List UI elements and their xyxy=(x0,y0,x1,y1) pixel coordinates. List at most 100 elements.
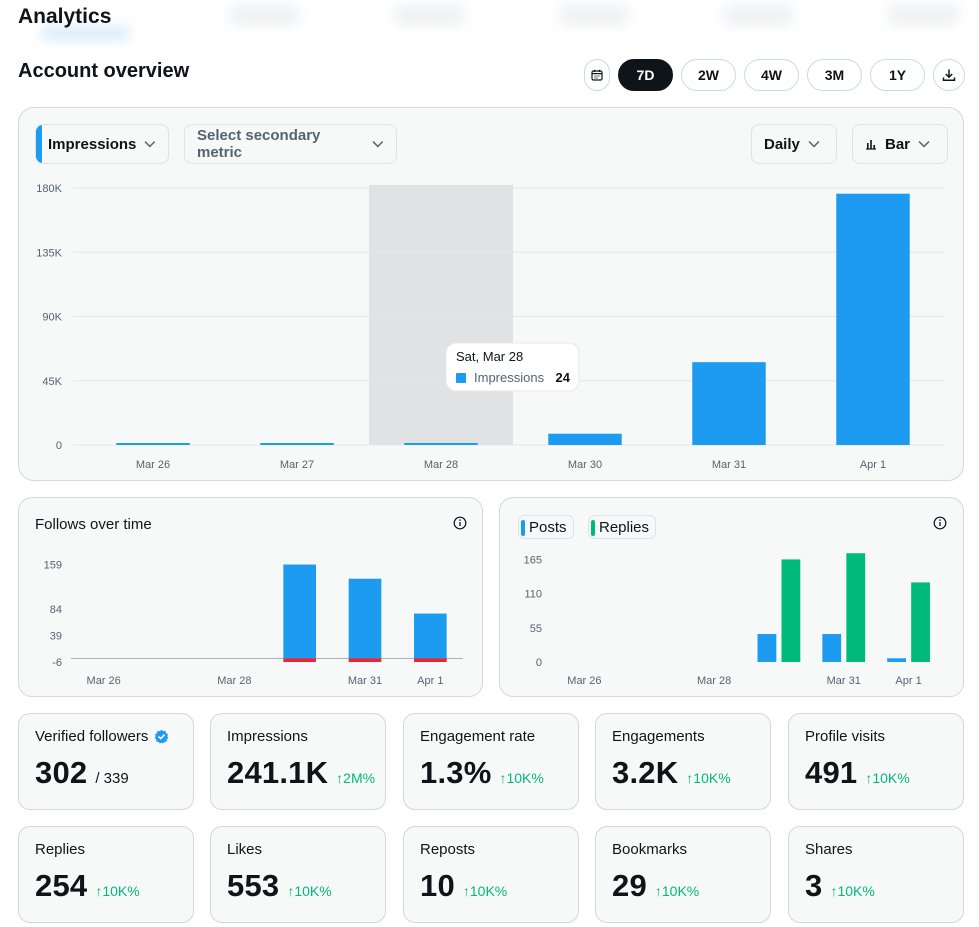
chart-type-label: Bar xyxy=(885,135,911,153)
unfollows-bar xyxy=(414,658,447,662)
x-tick-label: Mar 28 xyxy=(217,675,251,687)
download-icon xyxy=(942,69,956,82)
arrow-up-icon: ↑ xyxy=(830,883,838,899)
blurred-tab-bar xyxy=(200,0,960,40)
range-1y-button[interactable]: 1Y xyxy=(870,59,925,91)
stat-card-engagement-rate[interactable]: Engagement rate 1.3% ↑10K% xyxy=(403,713,579,810)
y-tick-label: 0 xyxy=(536,657,542,669)
stat-label: Likes xyxy=(227,841,369,858)
x-tick-label: Mar 31 xyxy=(827,675,861,687)
arrow-up-icon: ↑ xyxy=(336,770,344,786)
stat-value-row: 1.3% ↑10K% xyxy=(420,755,562,791)
stat-value-row: 3 ↑10K% xyxy=(805,868,947,904)
stat-label: Profile visits xyxy=(805,728,947,745)
stat-value: 553 xyxy=(227,868,280,903)
stat-card-engagements[interactable]: Engagements 3.2K ↑10K% xyxy=(595,713,771,810)
x-tick-label: Mar 27 xyxy=(280,459,314,471)
stat-delta: ↑10K% xyxy=(655,883,699,899)
stat-delta: ↑10K% xyxy=(830,883,874,899)
arrow-up-icon: ↑ xyxy=(499,770,507,786)
info-icon[interactable] xyxy=(453,516,467,530)
legend-posts-swatch xyxy=(521,520,525,536)
tooltip-value: 24 xyxy=(556,370,571,385)
y-tick-label: 110 xyxy=(524,589,542,601)
posts-replies-chart-panel: Posts Replies 0 55 110 165 Mar 26 Mar 28 Mar 3… xyxy=(499,497,964,697)
x-tick-label: Mar 30 xyxy=(568,459,602,471)
section-title: Account overview xyxy=(18,60,190,82)
arrow-up-icon: ↑ xyxy=(654,883,662,899)
chevron-down-icon xyxy=(918,140,930,148)
stat-value-row: 302 / 339 xyxy=(35,755,177,791)
stat-card-impressions[interactable]: Impressions 241.1K ↑2M% xyxy=(210,713,386,810)
download-button[interactable] xyxy=(933,59,965,91)
stat-label: Verified followers xyxy=(35,728,177,745)
replies-bar xyxy=(846,553,866,662)
blurred-tab xyxy=(887,4,960,26)
replies-bar xyxy=(911,582,930,662)
info-icon[interactable] xyxy=(933,516,947,530)
stat-label: Engagement rate xyxy=(420,728,562,745)
x-tick-label: Mar 28 xyxy=(424,459,458,471)
follows-bar xyxy=(348,578,382,659)
stat-label: Replies xyxy=(35,841,177,858)
stat-label-text: Engagements xyxy=(612,728,705,745)
stat-card-replies[interactable]: Replies 254 ↑10K% xyxy=(18,826,194,923)
blurred-tab xyxy=(722,4,796,26)
stat-card-verified-followers[interactable]: Verified followers 302 / 339 xyxy=(18,713,194,810)
tooltip-metric: Impressions xyxy=(474,370,545,385)
stat-delta: ↑10K% xyxy=(463,883,507,899)
stat-label-text: Engagement rate xyxy=(420,728,536,745)
replies-bar xyxy=(781,559,801,662)
range-7d-button[interactable]: 7D xyxy=(618,59,673,91)
granularity-label: Daily xyxy=(764,135,800,153)
stat-card-reposts[interactable]: Reposts 10 ↑10K% xyxy=(403,826,579,923)
stat-delta-text: 10K% xyxy=(294,883,332,899)
impressions-bar-chart[interactable]: 0 45K 90K 135K 180K Mar 26 Mar 27 Mar 28 Mar 30 M… xyxy=(19,108,963,480)
unfollows-bar xyxy=(348,658,382,662)
stat-card-profile-visits[interactable]: Profile visits 491 ↑10K% xyxy=(788,713,964,810)
stat-delta-text: 10K% xyxy=(506,770,544,786)
chart-tooltip: Sat, Mar 28 Impressions 24 xyxy=(445,342,580,392)
x-tick-label: Mar 28 xyxy=(697,675,731,687)
chevron-down-icon xyxy=(144,141,156,148)
range-3m-button[interactable]: 3M xyxy=(807,59,862,91)
primary-metric-dropdown[interactable]: Impressions xyxy=(35,124,169,164)
x-tick-label: Apr 1 xyxy=(417,675,443,687)
follows-bar xyxy=(414,613,447,659)
impressions-bar xyxy=(404,443,478,445)
follows-bar-chart[interactable]: -6 39 84 159 Mar 26 Mar 28 Mar 31 Apr 1 xyxy=(19,498,482,696)
granularity-dropdown[interactable]: Daily xyxy=(751,124,837,164)
stat-card-shares[interactable]: Shares 3 ↑10K% xyxy=(788,826,964,923)
y-tick-label: 0 xyxy=(56,440,62,452)
stat-value-row: 254 ↑10K% xyxy=(35,868,177,904)
primary-metric-label: Impressions xyxy=(48,135,137,153)
y-tick-label: -6 xyxy=(52,657,62,669)
stat-label: Bookmarks xyxy=(612,841,754,858)
impressions-bar xyxy=(836,193,910,445)
stat-delta: ↑10K% xyxy=(95,883,139,899)
stat-card-likes[interactable]: Likes 553 ↑10K% xyxy=(210,826,386,923)
stat-card-bookmarks[interactable]: Bookmarks 29 ↑10K% xyxy=(595,826,771,923)
stat-label-text: Bookmarks xyxy=(612,841,688,858)
legend-replies[interactable]: Replies xyxy=(588,515,657,539)
legend-posts[interactable]: Posts xyxy=(518,515,574,539)
x-tick-label: Mar 26 xyxy=(87,675,121,687)
secondary-metric-dropdown[interactable]: Select secondary metric xyxy=(184,124,397,164)
y-tick-label: 55 xyxy=(530,623,542,635)
range-2w-button[interactable]: 2W xyxy=(681,59,736,91)
y-tick-label: 84 xyxy=(50,604,62,616)
blurred-tab xyxy=(228,4,301,26)
y-tick-label: 45K xyxy=(42,376,62,388)
stat-label: Reposts xyxy=(420,841,562,858)
chart-type-dropdown[interactable]: Bar xyxy=(852,124,948,164)
x-tick-label: Mar 26 xyxy=(567,675,601,687)
impressions-chart-panel: Impressions Select secondary metric Dail… xyxy=(18,107,964,481)
range-4w-button[interactable]: 4W xyxy=(744,59,799,91)
y-tick-label: 180K xyxy=(36,183,62,195)
stat-value-row: 3.2K ↑10K% xyxy=(612,755,754,791)
calendar-button[interactable] xyxy=(584,59,610,91)
stat-value: 254 xyxy=(35,868,88,903)
legend-posts-label: Posts xyxy=(529,518,567,536)
posts-bar xyxy=(887,658,906,662)
posts-replies-bar-chart[interactable]: 0 55 110 165 Mar 26 Mar 28 Mar 31 Apr 1 xyxy=(500,498,963,696)
